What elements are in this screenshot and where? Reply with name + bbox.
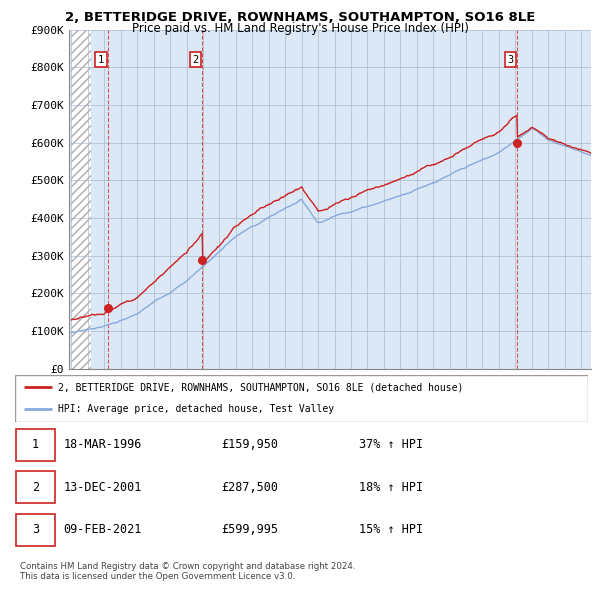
FancyBboxPatch shape: [16, 514, 55, 546]
Text: Contains HM Land Registry data © Crown copyright and database right 2024.
This d: Contains HM Land Registry data © Crown c…: [20, 562, 355, 581]
Text: 2: 2: [193, 55, 199, 65]
Text: 09-FEB-2021: 09-FEB-2021: [64, 523, 142, 536]
Text: £599,995: £599,995: [221, 523, 278, 536]
Text: 2, BETTERIDGE DRIVE, ROWNHAMS, SOUTHAMPTON, SO16 8LE (detached house): 2, BETTERIDGE DRIVE, ROWNHAMS, SOUTHAMPT…: [58, 382, 463, 392]
FancyBboxPatch shape: [16, 471, 55, 503]
FancyBboxPatch shape: [16, 429, 55, 461]
Text: 2: 2: [32, 481, 39, 494]
FancyBboxPatch shape: [15, 375, 588, 422]
Text: 13-DEC-2001: 13-DEC-2001: [64, 481, 142, 494]
Text: 15% ↑ HPI: 15% ↑ HPI: [359, 523, 423, 536]
Text: 18-MAR-1996: 18-MAR-1996: [64, 438, 142, 451]
Text: £159,950: £159,950: [221, 438, 278, 451]
Text: 3: 3: [508, 55, 514, 65]
Text: 1: 1: [32, 438, 39, 451]
Text: 3: 3: [32, 523, 39, 536]
Text: 18% ↑ HPI: 18% ↑ HPI: [359, 481, 423, 494]
Text: 37% ↑ HPI: 37% ↑ HPI: [359, 438, 423, 451]
Text: 2, BETTERIDGE DRIVE, ROWNHAMS, SOUTHAMPTON, SO16 8LE: 2, BETTERIDGE DRIVE, ROWNHAMS, SOUTHAMPT…: [65, 11, 535, 24]
Text: HPI: Average price, detached house, Test Valley: HPI: Average price, detached house, Test…: [58, 404, 334, 414]
Text: Price paid vs. HM Land Registry's House Price Index (HPI): Price paid vs. HM Land Registry's House …: [131, 22, 469, 35]
Text: 1: 1: [98, 55, 104, 65]
Text: £287,500: £287,500: [221, 481, 278, 494]
Bar: [71, 30, 91, 369]
